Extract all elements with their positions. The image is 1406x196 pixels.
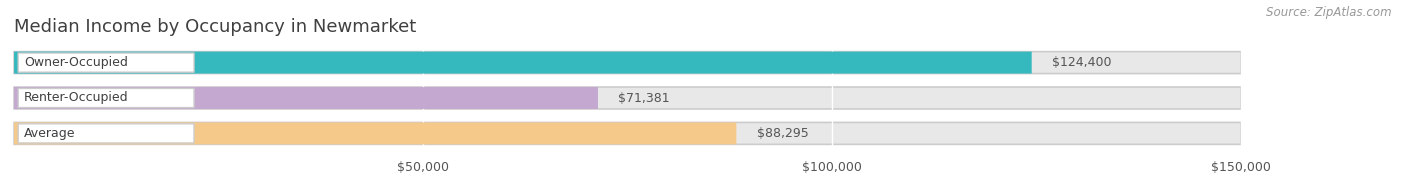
Text: Renter-Occupied: Renter-Occupied	[24, 92, 128, 104]
FancyBboxPatch shape	[18, 88, 194, 108]
Text: $71,381: $71,381	[619, 92, 671, 104]
FancyBboxPatch shape	[14, 122, 1241, 144]
Text: Source: ZipAtlas.com: Source: ZipAtlas.com	[1267, 6, 1392, 19]
Text: Owner-Occupied: Owner-Occupied	[24, 56, 128, 69]
FancyBboxPatch shape	[14, 122, 737, 144]
Text: Average: Average	[24, 127, 76, 140]
FancyBboxPatch shape	[14, 87, 1241, 109]
Text: $124,400: $124,400	[1052, 56, 1112, 69]
FancyBboxPatch shape	[14, 52, 1032, 74]
Text: Median Income by Occupancy in Newmarket: Median Income by Occupancy in Newmarket	[14, 18, 416, 36]
FancyBboxPatch shape	[18, 53, 194, 72]
FancyBboxPatch shape	[14, 52, 1241, 74]
Text: $88,295: $88,295	[756, 127, 808, 140]
FancyBboxPatch shape	[14, 87, 598, 109]
FancyBboxPatch shape	[18, 124, 194, 143]
